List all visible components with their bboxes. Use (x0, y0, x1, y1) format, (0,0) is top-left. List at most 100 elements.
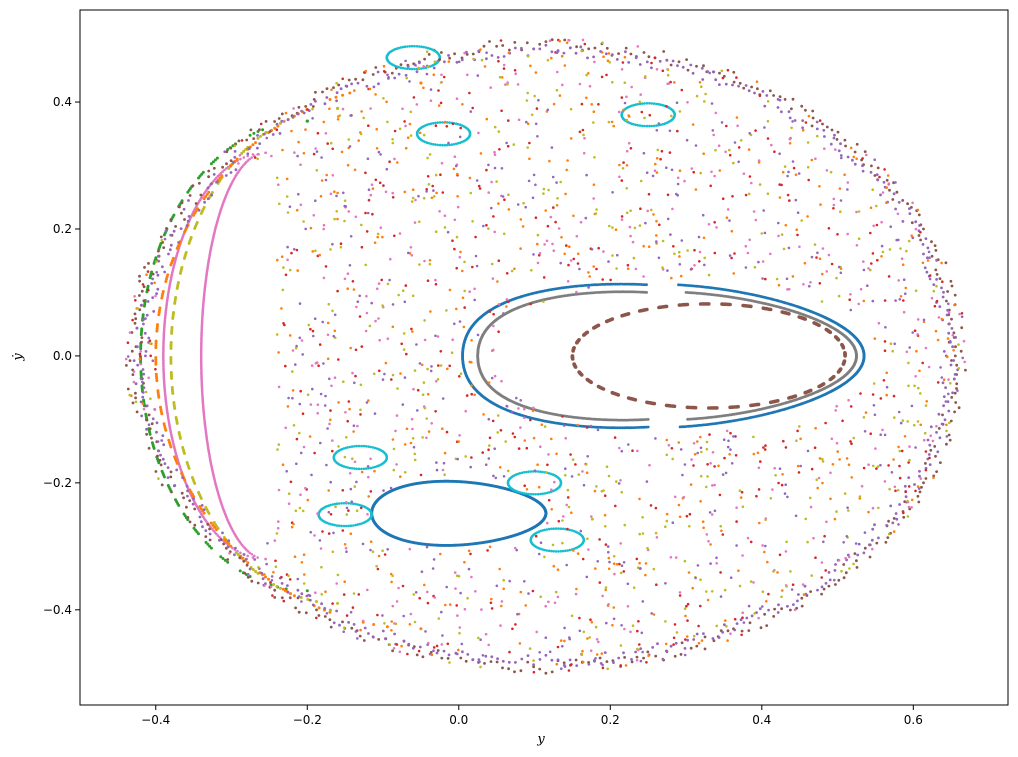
series-8-point (150, 436, 153, 440)
series-7-point (205, 192, 209, 196)
series-8-point (855, 142, 859, 146)
series-7-point (223, 538, 227, 542)
series-9-point (490, 54, 494, 57)
series-8-point (932, 474, 936, 478)
series-11-point (754, 129, 757, 132)
series-8-point (947, 433, 951, 437)
series-9-point (381, 629, 385, 633)
series-9-point (861, 164, 864, 168)
series-11-point (403, 120, 406, 123)
series-11-point (673, 623, 677, 626)
series-9-point (163, 462, 167, 465)
series-11-point (718, 493, 722, 497)
series-9-point (947, 409, 951, 413)
series-9-point (151, 417, 155, 421)
series-8-point (593, 46, 597, 50)
series-10-point (335, 524, 339, 527)
series-10-point (424, 46, 428, 49)
series-9-point (681, 65, 685, 69)
series-11-point (913, 329, 917, 333)
series-9-point (780, 110, 783, 114)
series-11-point (902, 511, 905, 515)
series-7-point (211, 523, 215, 527)
series-11-point (470, 456, 473, 459)
series-8-point (695, 64, 698, 68)
series-11-point (883, 299, 887, 302)
series-10-point (408, 67, 412, 71)
series-8-point (906, 202, 909, 206)
series-6-point (202, 206, 206, 209)
series-9-point (951, 391, 954, 395)
series-8-point (933, 244, 937, 248)
series-11-point (561, 415, 564, 418)
series-8-point (623, 656, 626, 659)
series-3-point (620, 313, 624, 318)
series-11-point (699, 604, 702, 608)
series-6-point (336, 106, 340, 110)
series-7-point (235, 157, 239, 161)
series-11-point (378, 181, 382, 185)
series-11-point (382, 184, 385, 187)
series-8-point (884, 540, 888, 544)
series-9-point (335, 91, 339, 95)
series-9-point (466, 653, 470, 656)
series-7-point (199, 507, 203, 511)
series-8-point (886, 536, 890, 539)
series-10-point (353, 467, 356, 470)
series-10-point (534, 493, 537, 496)
series-9-point (695, 632, 699, 636)
series-10-point (429, 122, 433, 125)
series-8-point (669, 63, 673, 67)
series-8-point (598, 656, 602, 660)
series-3-point (832, 374, 836, 379)
series-9-point (166, 466, 170, 469)
series-8-point (243, 571, 247, 575)
series-10-point (329, 522, 332, 526)
series-8-point (809, 590, 812, 593)
series-11-point (737, 146, 741, 149)
series-8-point (225, 162, 228, 166)
series-8-point (250, 579, 254, 583)
series-9-point (550, 658, 554, 662)
series-11-point (900, 449, 904, 453)
series-11-point (506, 144, 510, 148)
series-11-point (406, 652, 409, 656)
series-10-point (539, 492, 542, 496)
series-10-point (448, 121, 451, 124)
series-10-point (434, 121, 437, 125)
series-9-point (246, 152, 250, 156)
series-11-point (878, 175, 881, 179)
series-10-point (401, 66, 405, 70)
series-11-point (744, 193, 748, 197)
series-10-point (349, 524, 353, 527)
series-9-point (206, 186, 210, 190)
series-7-point (155, 327, 159, 331)
series-9-point (834, 563, 837, 566)
series-11-point (345, 614, 349, 617)
series-9-point (229, 171, 233, 174)
series-11-point (778, 553, 782, 557)
series-11-point (299, 389, 303, 393)
series-7-point (190, 492, 194, 496)
series-11-point (740, 490, 744, 494)
series-9-point (665, 650, 669, 654)
series-9-point (935, 258, 938, 262)
series-11-point (605, 73, 608, 77)
series-11-point (601, 278, 604, 281)
series-8-point (221, 165, 225, 169)
series-9-point (161, 457, 165, 461)
series-7-point (341, 93, 345, 97)
series-11-point (511, 627, 514, 631)
series-11-point (848, 298, 851, 302)
series-9-point (761, 90, 765, 93)
series-9-point (146, 300, 150, 303)
series-9-point (869, 170, 873, 174)
series-11-point (470, 392, 474, 396)
series-11-point (668, 151, 672, 154)
series-9-point (145, 313, 149, 317)
series-11-point (358, 315, 362, 318)
series-10-point (454, 122, 458, 125)
series-11-point (468, 91, 471, 95)
series-11-point (418, 596, 422, 600)
series-8-point (440, 51, 443, 54)
